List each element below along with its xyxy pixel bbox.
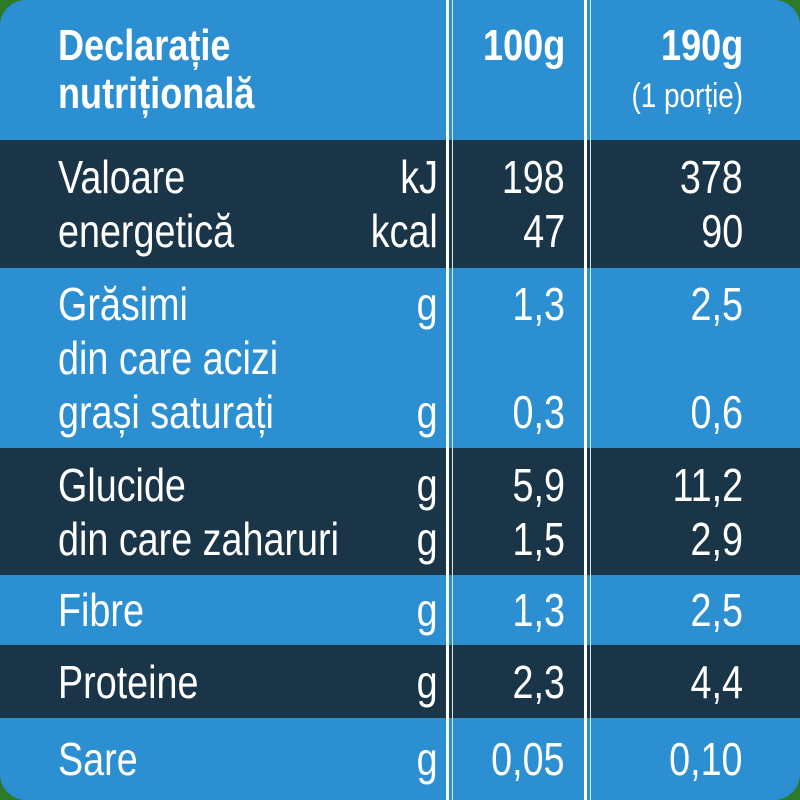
unit: kJ — [400, 151, 438, 203]
column-divider — [446, 0, 449, 800]
unit: g — [412, 278, 438, 330]
nutrient-label: Valoare — [58, 151, 213, 203]
nutrient-label: energetică — [58, 205, 235, 257]
value-portion: 4,4 — [679, 656, 743, 708]
nutrient-label: grași saturați — [58, 386, 321, 438]
unit: kJ — [392, 151, 438, 203]
nutrient-label: din care zaharuri — [58, 512, 339, 565]
nutrient-label: Glucide — [58, 458, 186, 511]
value-100g: 1,3 — [512, 584, 565, 636]
unit: kcal — [356, 205, 438, 257]
unit: g — [417, 458, 438, 511]
unit: g — [417, 733, 438, 785]
value-100g: 1,5 — [512, 512, 565, 565]
nutrient-label: Grăsimi — [58, 278, 216, 330]
unit: g — [412, 733, 438, 785]
nutrient-label: Proteine — [58, 656, 229, 708]
value-portion: 0,10 — [653, 733, 743, 785]
header-title: Declarație — [58, 22, 268, 70]
value-portion: 90 — [692, 205, 743, 257]
unit: g — [412, 513, 438, 565]
nutrient-label: grași saturați — [58, 386, 274, 438]
nutrient-label: Valoare — [58, 151, 186, 203]
value-portion: 0,6 — [679, 386, 743, 438]
column-divider — [584, 0, 587, 800]
unit: g — [417, 655, 438, 708]
value-portion: 2,5 — [679, 584, 743, 636]
nutrient-label: Sare — [58, 733, 155, 785]
value-100g: 198 — [488, 151, 565, 203]
value-portion: 2,9 — [690, 512, 743, 565]
nutrient-label: Proteine — [58, 655, 199, 708]
unit: g — [412, 459, 438, 511]
unit: g — [417, 386, 438, 438]
value-portion: 378 — [680, 151, 743, 203]
value-portion: 2,5 — [679, 278, 743, 330]
value-portion: 2,5 — [690, 278, 743, 330]
value-100g: 0,3 — [512, 386, 565, 438]
header-title: Declarație — [58, 21, 231, 70]
column-divider — [590, 0, 591, 800]
header-title: nutrițională — [58, 69, 255, 118]
value-100g: 1,3 — [501, 584, 565, 636]
nutrient-label: Grăsimi — [58, 278, 188, 330]
nutrient-label: Glucide — [58, 459, 214, 511]
unit: g — [417, 584, 438, 636]
value-100g: 5,9 — [501, 459, 565, 511]
value-portion: 0,10 — [669, 733, 743, 785]
column-header: 100g — [482, 21, 565, 70]
nutrient-label: energetică — [58, 205, 273, 257]
unit: g — [417, 512, 438, 565]
nutrient-label: din care acizi — [58, 332, 279, 384]
value-portion: 0,6 — [690, 386, 743, 438]
column-header: 100g — [465, 22, 565, 70]
column-header: 190g — [660, 21, 743, 70]
value-100g: 2,3 — [512, 655, 565, 708]
row-band — [0, 645, 800, 718]
value-100g: 1,5 — [501, 513, 565, 565]
nutrient-label: Fibre — [58, 584, 144, 636]
value-100g: 1,3 — [501, 278, 565, 330]
value-100g: 0,05 — [475, 733, 565, 785]
value-portion: 11,2 — [657, 459, 743, 511]
value-portion: 90 — [701, 205, 743, 257]
unit: kcal — [370, 205, 438, 257]
nutrient-label: Fibre — [58, 584, 163, 636]
value-portion: 378 — [666, 151, 743, 203]
column-subheader: (1 porție) — [607, 76, 743, 116]
unit: g — [412, 656, 438, 708]
nutrient-label: Sare — [58, 733, 138, 785]
header-title: nutrițională — [58, 70, 298, 118]
value-100g: 5,9 — [512, 458, 565, 511]
column-divider — [452, 0, 453, 800]
value-100g: 0,05 — [491, 733, 565, 785]
column-subheader: (1 porție) — [631, 77, 743, 115]
unit: g — [417, 278, 438, 330]
value-portion: 4,4 — [690, 655, 743, 708]
value-100g: 47 — [523, 205, 565, 257]
value-portion: 2,5 — [690, 584, 743, 636]
value-100g: 0,3 — [501, 386, 565, 438]
row-band — [0, 140, 800, 268]
value-100g: 2,3 — [501, 656, 565, 708]
value-100g: 1,3 — [512, 278, 565, 330]
nutrient-label: din care acizi — [58, 332, 326, 384]
value-portion: 2,9 — [679, 513, 743, 565]
unit: g — [412, 386, 438, 438]
unit: g — [412, 584, 438, 636]
value-100g: 198 — [502, 151, 565, 203]
row-band — [0, 448, 800, 575]
nutrient-label: din care zaharuri — [58, 513, 401, 565]
column-header: 190g — [643, 22, 743, 70]
value-portion: 11,2 — [672, 458, 743, 511]
value-100g: 47 — [514, 205, 565, 257]
